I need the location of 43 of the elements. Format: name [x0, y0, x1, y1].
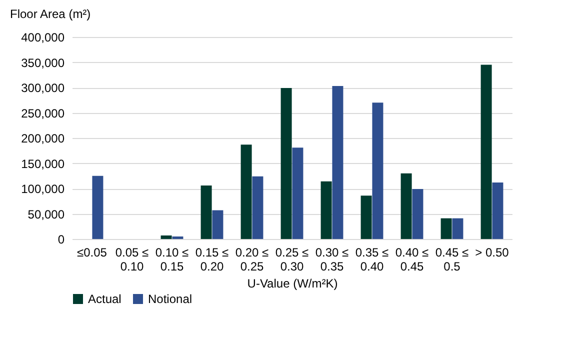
bar [412, 189, 424, 239]
y-tick-label: 250,000 [21, 106, 65, 120]
y-tick-label: 300,000 [21, 81, 65, 95]
x-tick-label: 0.45 ≤ 0.5 [435, 246, 470, 274]
x-tick-label: 0.40 ≤ 0.45 [395, 246, 430, 274]
y-tick-label: 0 [58, 232, 65, 246]
bar [292, 148, 304, 239]
bar [372, 102, 384, 239]
x-tick-label: 0.15 ≤ 0.20 [195, 246, 230, 274]
bar [160, 235, 172, 239]
bar [252, 176, 264, 239]
bar [320, 181, 332, 239]
bar [480, 64, 492, 239]
x-tick-label: 0.30 ≤ 0.35 [315, 246, 350, 274]
bar [200, 185, 212, 239]
bar [240, 144, 252, 239]
bar [452, 218, 464, 239]
bar [492, 182, 504, 239]
x-tick-label: 0.10 ≤ 0.15 [155, 246, 190, 274]
bar [360, 196, 372, 239]
x-tick-label: 0.05 ≤ 0.10 [115, 246, 150, 274]
legend-label: Notional [148, 292, 192, 306]
y-tick-label: 350,000 [21, 56, 65, 70]
x-axis-title: U-Value (W/m²K) [247, 276, 338, 290]
legend-label: Actual [88, 292, 122, 306]
bar [280, 88, 292, 239]
y-axis-title: Floor Area (m²) [10, 7, 91, 21]
bar [332, 86, 344, 239]
y-tick-label: 150,000 [21, 156, 65, 171]
x-tick-label: ≤0.05 [77, 246, 108, 260]
y-tick-label: 50,000 [28, 207, 65, 222]
bar [92, 176, 104, 239]
x-tick-label: 0.35 ≤ 0.40 [355, 246, 390, 274]
bar [212, 210, 224, 239]
y-tick-label: 100,000 [21, 182, 65, 196]
x-tick-label: 0.25 ≤ 0.30 [275, 246, 310, 274]
y-tick-label: 400,000 [21, 30, 65, 44]
x-tick-label: > 0.50 [475, 246, 510, 260]
bar [400, 173, 412, 239]
x-tick-label: 0.20 ≤ 0.25 [235, 246, 270, 274]
y-tick-label: 200,000 [21, 132, 65, 146]
bar [172, 236, 184, 239]
bar [440, 218, 452, 239]
